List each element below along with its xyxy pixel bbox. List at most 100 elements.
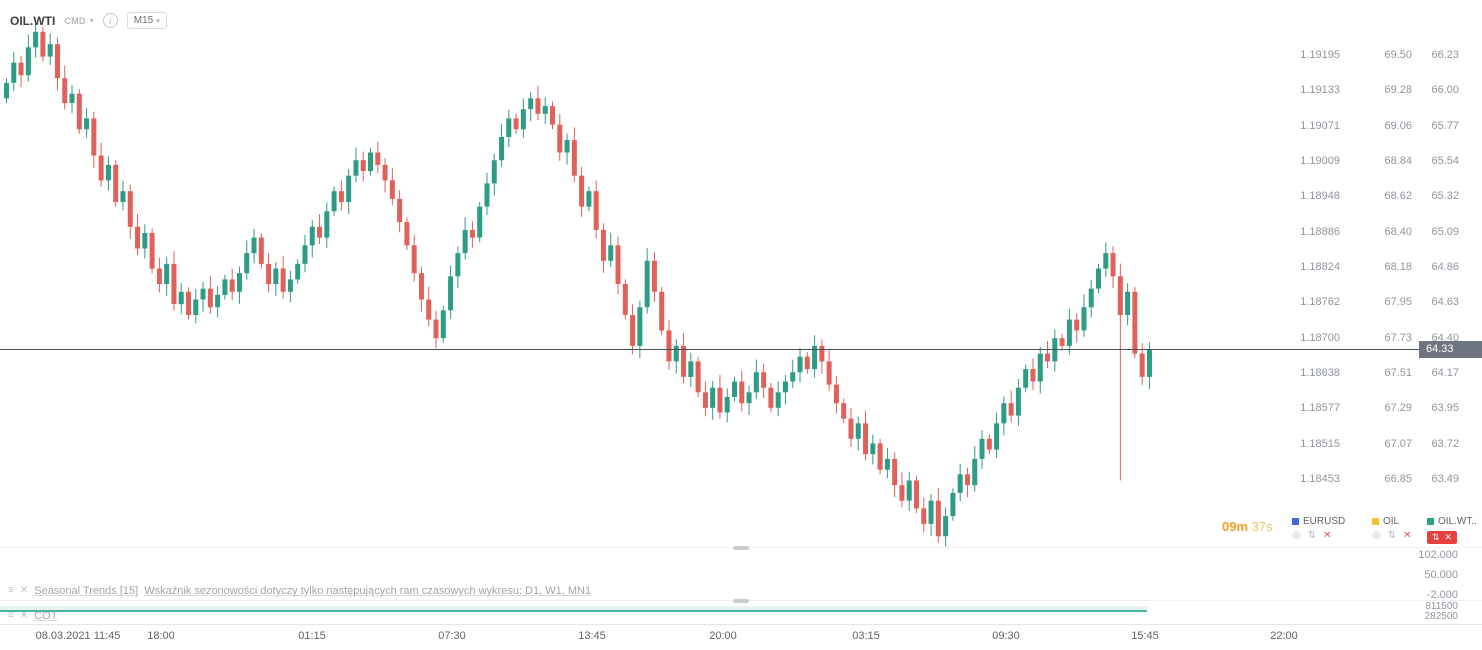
candle xyxy=(528,91,534,122)
candle xyxy=(91,111,97,168)
price-axis-row: 1.18453 66.85 63.49 xyxy=(1282,472,1459,486)
candle xyxy=(164,257,170,297)
candle xyxy=(673,339,679,374)
candle xyxy=(178,283,184,315)
price-axis-row: 1.18700 67.73 64.40 xyxy=(1282,331,1459,345)
indicator-name[interactable]: COT xyxy=(34,610,58,622)
price-tick-label: 1.19009 xyxy=(1300,154,1340,167)
candle xyxy=(18,56,24,88)
price-tick-label: 64.63 xyxy=(1431,296,1459,309)
candle xyxy=(884,448,890,479)
candle xyxy=(892,452,898,498)
candle xyxy=(1096,263,1101,294)
legend-item-oil: OIL ◎ ⇅ ✕ xyxy=(1372,516,1412,541)
candle xyxy=(608,232,614,268)
close-icon[interactable]: ✕ xyxy=(1323,530,1332,541)
indicator-settings-icon[interactable]: ≡ xyxy=(8,585,14,596)
cot-indicator-area xyxy=(0,606,1147,611)
price-axis-row: 1.18515 67.07 63.72 xyxy=(1282,437,1459,451)
active-symbol-controls[interactable]: ⇅ ✕ xyxy=(1427,531,1458,544)
candle xyxy=(732,376,737,402)
time-label: 15:45 xyxy=(1131,630,1159,642)
visibility-icon[interactable]: ◎ xyxy=(1372,530,1381,541)
price-axis-row: 1.18948 68.62 65.32 xyxy=(1282,189,1459,203)
indicator-settings-icon[interactable]: ≡ xyxy=(8,610,14,621)
candle xyxy=(1081,294,1087,337)
current-price-badge: 64.33 xyxy=(1419,341,1482,358)
candle xyxy=(418,266,424,312)
candlestick-chart[interactable] xyxy=(0,0,1290,650)
candle xyxy=(943,507,949,547)
candle xyxy=(156,257,162,293)
indicator-close-icon[interactable]: ✕ xyxy=(19,610,29,621)
indicator-description: Wskaźnik sezonowości dotyczy tylko nastę… xyxy=(144,585,592,597)
oil-color-swatch xyxy=(1372,518,1379,525)
indicator-scale-label: 811500 xyxy=(1425,601,1458,612)
candle xyxy=(695,356,701,397)
candle xyxy=(1117,263,1123,481)
indicator-name[interactable]: Seasonal Trends [15] xyxy=(34,585,139,597)
candle xyxy=(236,266,242,304)
eurusd-color-swatch xyxy=(1292,518,1299,525)
info-icon[interactable]: i xyxy=(102,13,118,28)
price-tick-label: 1.19071 xyxy=(1300,119,1340,132)
candle xyxy=(324,202,330,248)
candle xyxy=(666,319,672,370)
candle xyxy=(630,304,636,355)
subwindow-resize-handle[interactable] xyxy=(733,599,749,603)
price-tick-label: 1.18824 xyxy=(1300,260,1340,273)
timeframe-selector[interactable]: M15 ▾ xyxy=(126,12,167,29)
candle xyxy=(986,434,992,455)
candle xyxy=(1015,379,1021,426)
legend-label[interactable]: OIL.WT.. xyxy=(1438,516,1477,527)
indicator-scale-label: 50.000 xyxy=(1424,569,1458,581)
price-axis-row: 1.18638 67.51 64.17 xyxy=(1282,366,1459,380)
candle xyxy=(833,375,839,414)
legend-label[interactable]: EURUSD xyxy=(1303,516,1346,527)
candle xyxy=(979,430,985,470)
move-icon[interactable]: ⇅ xyxy=(1432,532,1440,542)
candle xyxy=(702,381,708,417)
visibility-icon[interactable]: ◎ xyxy=(1292,530,1301,541)
time-label: 01:15 xyxy=(298,630,326,642)
candle xyxy=(1030,358,1036,390)
time-label: 22:00 xyxy=(1270,630,1298,642)
chevron-down-icon[interactable]: ▾ xyxy=(89,16,94,25)
timer-seconds: 37s xyxy=(1251,519,1273,534)
price-tick-label: 69.06 xyxy=(1384,119,1412,132)
current-price-line xyxy=(0,349,1482,350)
indicator-scale-label: 282500 xyxy=(1424,611,1458,622)
legend-label[interactable]: OIL xyxy=(1383,516,1400,527)
candle xyxy=(1052,329,1058,372)
price-tick-label: 65.77 xyxy=(1431,119,1459,132)
move-icon[interactable]: ⇅ xyxy=(1307,530,1317,541)
price-axis-row: 1.18577 67.29 63.95 xyxy=(1282,401,1459,415)
account-type-label[interactable]: CMD xyxy=(64,15,86,26)
price-tick-label: 66.85 xyxy=(1384,472,1412,485)
candle xyxy=(819,339,825,374)
candle xyxy=(790,359,796,388)
move-icon[interactable]: ⇅ xyxy=(1387,530,1397,541)
candle xyxy=(812,335,818,378)
close-icon[interactable]: ✕ xyxy=(1444,532,1453,542)
subwindow-resize-handle[interactable] xyxy=(733,546,749,550)
candle xyxy=(848,408,854,448)
candle xyxy=(149,228,155,274)
price-tick-label: 64.40 xyxy=(1431,331,1459,344)
candle xyxy=(906,471,912,511)
candle xyxy=(411,234,417,282)
candle xyxy=(542,97,548,124)
price-tick-label: 67.51 xyxy=(1384,366,1412,379)
indicator-close-icon[interactable]: ✕ xyxy=(19,585,29,596)
close-icon[interactable]: ✕ xyxy=(1403,530,1412,541)
time-axis-separator xyxy=(0,624,1482,625)
candle xyxy=(855,416,861,451)
time-label: 13:45 xyxy=(578,630,606,642)
price-tick-label: 1.19195 xyxy=(1300,49,1340,61)
candle xyxy=(426,286,432,327)
candle xyxy=(33,23,39,58)
candle xyxy=(353,147,359,183)
candle xyxy=(455,246,461,289)
candle xyxy=(40,27,46,62)
price-axis-row: 1.19071 69.06 65.77 xyxy=(1282,119,1459,133)
